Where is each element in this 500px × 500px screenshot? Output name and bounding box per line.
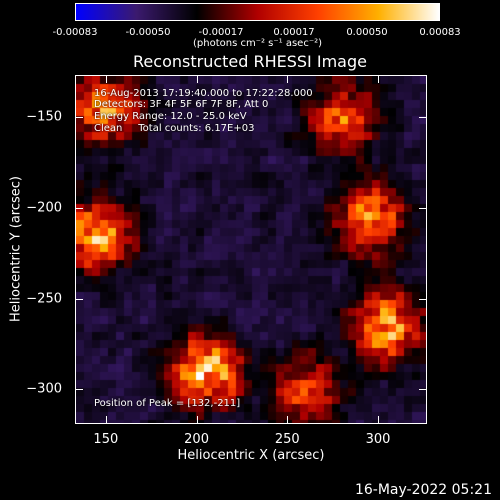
footer-timestamp: 16-May-2022 05:21 <box>354 482 492 498</box>
y-tick-label: −150 <box>26 109 62 125</box>
x-tick-mark <box>378 75 379 83</box>
x-tick-label: 250 <box>274 432 300 447</box>
y-tick-label: −250 <box>26 291 62 307</box>
annotation-time: 16-Aug-2013 17:19:40.000 to 17:22:28.000 <box>94 88 313 99</box>
colorbar-tick-label: -0.00017 <box>198 27 244 38</box>
x-tick-label: 200 <box>184 432 209 447</box>
x-tick-mark <box>105 75 107 83</box>
colorbar-tick-label: 0.00017 <box>273 27 315 38</box>
chart-title: Reconstructed RHESSI Image <box>133 52 367 71</box>
x-axis-label: Heliocentric X (arcsec) <box>177 448 325 463</box>
y-tick-mark <box>419 116 427 118</box>
y-axis-label: Heliocentric Y (arcsec) <box>8 176 24 322</box>
x-tick-mark <box>287 416 289 424</box>
y-tick-mark <box>419 389 427 391</box>
annotation-detectors: Detectors: 3F 4F 5F 6F 7F 8F, Att 0 <box>94 99 269 110</box>
y-tick-label: −200 <box>26 200 62 216</box>
x-tick-mark <box>287 75 289 83</box>
x-tick-mark <box>196 416 198 424</box>
y-tick-mark <box>75 116 83 118</box>
x-tick-label: 300 <box>365 432 391 447</box>
colorbar-tick-label: 0.00050 <box>346 27 388 38</box>
colorbar <box>75 3 440 21</box>
colorbar-unit: (photons cm⁻² s⁻¹ asec⁻²) <box>192 38 323 49</box>
colorbar-tick-label: 0.00083 <box>419 27 461 38</box>
colorbar-tick-label: -0.00050 <box>125 27 171 38</box>
annotation-peak: Position of Peak = [132,-211] <box>94 398 241 409</box>
plot-area: 16-Aug-2013 17:19:40.000 to 17:22:28.000… <box>75 75 427 424</box>
annotation-clean: Clean Total counts: 6.17E+03 <box>94 123 255 134</box>
x-tick-label: 150 <box>93 432 119 447</box>
x-tick-mark <box>196 75 198 83</box>
x-tick-mark <box>378 416 379 424</box>
x-tick-mark <box>105 416 107 424</box>
y-tick-mark <box>75 298 83 300</box>
colorbar-tick-label: -0.00083 <box>52 27 98 38</box>
y-tick-mark <box>75 389 83 391</box>
heatmap-image <box>76 76 426 423</box>
y-tick-mark <box>419 298 427 300</box>
annotation-energy: Energy Range: 12.0 - 25.0 keV <box>94 111 247 122</box>
y-tick-mark <box>419 207 427 209</box>
y-tick-mark <box>75 207 83 209</box>
y-tick-label: −300 <box>26 381 62 397</box>
